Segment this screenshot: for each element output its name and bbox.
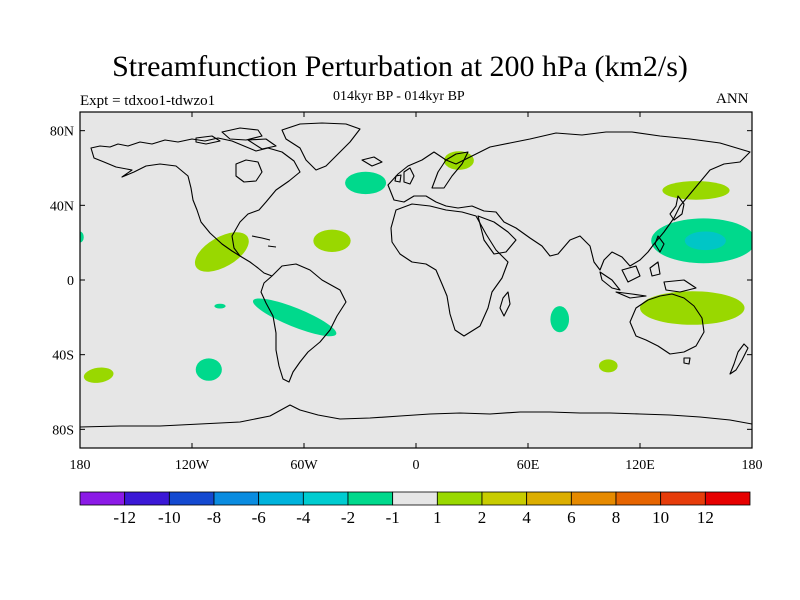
coast-australia [629, 293, 705, 355]
colorbar-box [258, 491, 304, 506]
colorbar-label: 4 [522, 508, 531, 527]
colorbar-label: -2 [341, 508, 355, 527]
period-subtitle: 014kyr BP - 014kyr BP [333, 89, 465, 104]
experiment-label: Expt = tdxoo1-tdwzo1 [80, 93, 216, 109]
lat-tick-label: 0 [67, 274, 74, 289]
colorbar-label: 2 [478, 508, 487, 527]
coast-antarctica [80, 404, 752, 428]
lon-tick-label: 60E [517, 458, 540, 473]
map-background [80, 112, 752, 448]
colorbar-box [615, 491, 662, 506]
colorbar-box [79, 491, 126, 506]
season-label: ANN [716, 91, 749, 107]
colorbar-label: 8 [612, 508, 621, 527]
colorbar-box [704, 491, 751, 506]
colorbar-box [436, 491, 483, 506]
lon-tick-label: 60W [290, 458, 318, 473]
coast-north-america [90, 137, 301, 257]
lat-tick-label: 40S [52, 349, 74, 364]
anomaly-atlantic-positive [313, 229, 351, 252]
lon-tick-label: 120W [175, 458, 210, 473]
anomaly-southern-indian-positive [598, 359, 618, 373]
lat-tick-label: 40N [50, 199, 74, 214]
coast-british-isles [394, 167, 415, 185]
coast-south-america [260, 263, 347, 383]
colorbar-label: -6 [252, 508, 266, 527]
colorbar-label: -4 [296, 508, 311, 527]
coast-japan [669, 195, 685, 221]
lon-tick-label: 180 [742, 458, 763, 473]
colorbar-label: -10 [158, 508, 181, 527]
colorbar-box [660, 491, 706, 506]
anomaly-south-pacific-small-negative [214, 303, 226, 309]
colorbar-label: 6 [567, 508, 576, 527]
anomaly-northwest-pacific-negative-inner [684, 231, 726, 251]
coast-arabia [477, 215, 517, 255]
colorbar-labels: -12 -10 -8 -6 -4 -2 -1 1 2 4 6 8 10 12 [113, 508, 714, 527]
coast-iceland [361, 156, 383, 167]
coast-scandinavia [431, 151, 469, 189]
coast-arctic-islands [195, 127, 277, 150]
coast-tasmania [683, 357, 691, 365]
anomaly-dateline-negative [80, 231, 84, 243]
lat-tick-label: 80S [52, 423, 74, 438]
plot-title: Streamfunction Perturbation at 200 hPa (… [112, 50, 688, 83]
coastline-layer [80, 122, 752, 428]
colorbar-box [526, 491, 572, 506]
colorbar-box [168, 491, 215, 506]
anomaly-australia-positive [640, 291, 745, 325]
coast-southeast-asia-islands [599, 235, 697, 299]
colorbar-box [124, 491, 170, 506]
colorbar-box [481, 491, 528, 506]
anomaly-south-pacific-positive [83, 367, 114, 383]
lon-tick-label: 120E [625, 458, 655, 473]
lon-tick-label: 0 [413, 458, 420, 473]
colorbar-box [302, 491, 349, 506]
anomaly-japan-positive [662, 181, 730, 200]
lat-tick-label: 80N [50, 125, 74, 140]
colorbar-box [570, 491, 617, 506]
colorbar-label: 12 [697, 508, 714, 527]
anomaly-indian-ocean-negative [550, 306, 570, 333]
colorbar-label: 10 [652, 508, 669, 527]
coast-new-zealand [729, 343, 749, 375]
colorbar-label: -12 [113, 508, 136, 527]
coast-madagascar [499, 291, 511, 317]
axis-ticks: 80N 40N 0 40S 80S 180 120W 60W 0 60E 120E 180 [50, 112, 763, 473]
colorbar-box [213, 491, 260, 506]
anomaly-south-america-negative [252, 298, 337, 337]
coast-greenland [281, 122, 361, 171]
anomaly-north-atlantic-negative [345, 171, 387, 195]
colorbar-label: -8 [207, 508, 221, 527]
coast-central-america [239, 235, 277, 277]
lon-tick-label: 180 [70, 458, 91, 473]
coast-eurasia [387, 131, 751, 271]
colorbar-label: -1 [386, 508, 400, 527]
colorbar-label: 1 [433, 508, 442, 527]
colorbar-boxes [79, 491, 751, 506]
anomaly-central-america-positive [194, 232, 249, 272]
colorbar-box [392, 491, 438, 506]
coast-africa [390, 203, 509, 337]
anomaly-south-east-pacific-negative [195, 358, 222, 381]
coast-hudson-bay [235, 159, 263, 183]
colorbar-box [347, 491, 394, 506]
